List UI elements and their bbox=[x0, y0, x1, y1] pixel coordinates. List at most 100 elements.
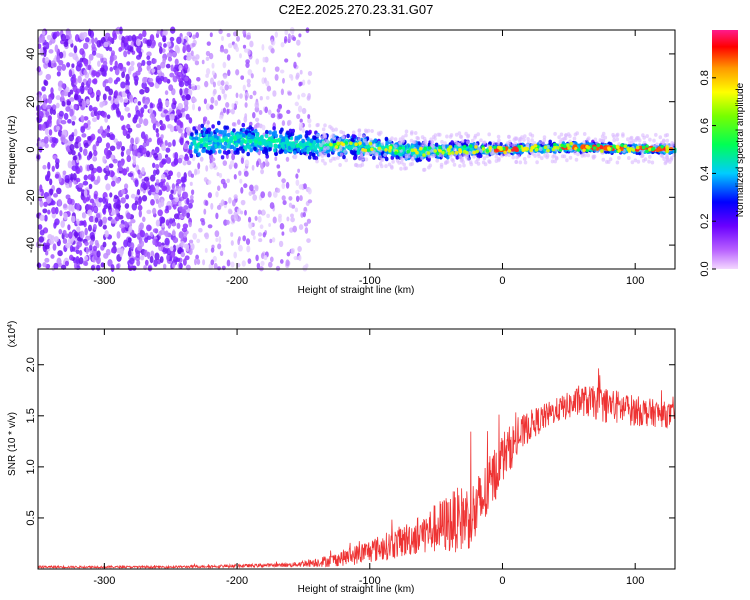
spectrogram-cell bbox=[289, 135, 294, 141]
snr-y-label: SNR (10 * v/v) bbox=[7, 412, 18, 476]
spectrogram-cell bbox=[66, 100, 72, 106]
spectrogram-cell bbox=[81, 82, 85, 88]
spectrogram-cell bbox=[210, 247, 215, 253]
spectrogram-cell bbox=[326, 139, 330, 144]
spectrogram-cell bbox=[102, 93, 107, 101]
spectrogram-cell bbox=[563, 144, 567, 149]
spectrogram-cell bbox=[637, 138, 642, 143]
spectrogram-cell bbox=[244, 139, 248, 144]
spectrogram-cell bbox=[176, 178, 182, 184]
spectrogram-cell bbox=[229, 160, 235, 167]
spectrogram-cell bbox=[306, 238, 311, 243]
spectrogram-cell bbox=[201, 148, 205, 153]
spectrogram-cell bbox=[91, 70, 98, 77]
spectrogram-cell bbox=[177, 188, 182, 195]
spectrogram-cell bbox=[220, 130, 224, 135]
spectrogram-cell bbox=[565, 158, 569, 163]
spectrogram-cell bbox=[270, 48, 275, 54]
spectrogram-cell bbox=[164, 247, 169, 254]
spectrogram-cell bbox=[254, 117, 260, 123]
spectrogram-cell bbox=[496, 145, 501, 150]
spectrogram-cell bbox=[87, 224, 93, 232]
spectrogram-cell bbox=[232, 128, 236, 133]
spectrogram-cell bbox=[42, 46, 47, 51]
spectrogram-cell bbox=[233, 194, 238, 199]
spectrogram-cell bbox=[217, 120, 221, 126]
spectrogram-cell bbox=[137, 243, 143, 252]
spectrogram-cell bbox=[42, 164, 47, 170]
spectrogram-cell bbox=[76, 226, 81, 233]
spectrogram-cell bbox=[288, 196, 293, 201]
spectrogram-cell bbox=[636, 159, 641, 164]
spectrogram-cell bbox=[309, 151, 313, 156]
spectrogram-cell bbox=[75, 203, 81, 211]
spectrogram-cell bbox=[270, 135, 274, 141]
spectrogram-cell bbox=[162, 29, 168, 36]
spectrogram-cell bbox=[213, 88, 217, 95]
spectrogram-cell bbox=[225, 219, 230, 225]
spectrogram-cell bbox=[266, 213, 270, 219]
spectrogram-cell bbox=[77, 94, 82, 103]
spectrogram-cell bbox=[205, 67, 211, 75]
spectrogram-cell bbox=[255, 254, 259, 262]
spectrogram-cell bbox=[601, 157, 606, 162]
spectrogram-cell bbox=[68, 134, 75, 142]
spectrogram-cell bbox=[110, 180, 116, 187]
spectrogram-cell bbox=[61, 63, 67, 71]
spectrogram-cell bbox=[526, 140, 531, 145]
spectrogram-cell bbox=[55, 102, 60, 109]
spectrogram-cell bbox=[233, 31, 238, 37]
spectrogram-cell bbox=[424, 142, 429, 147]
spectrogram-cell bbox=[329, 142, 333, 147]
spectrogram-cell bbox=[51, 142, 56, 148]
spectrogram-cell bbox=[283, 38, 287, 44]
spectrogram-cell bbox=[298, 142, 303, 147]
spectrogram-cell bbox=[143, 118, 149, 126]
spectrogram-cell bbox=[275, 265, 281, 272]
spectrogram-cell bbox=[246, 144, 250, 149]
spectrogram-cell bbox=[198, 132, 203, 138]
spectrogram-cell bbox=[482, 140, 486, 145]
colorbar-tick-label: 0.8 bbox=[699, 70, 711, 85]
spectrogram-cell bbox=[81, 133, 87, 138]
figure-title: C2E2.2025.270.23.31.G07 bbox=[279, 2, 434, 17]
spectrogram-cell bbox=[296, 113, 301, 120]
spectrogram-cell bbox=[642, 140, 647, 145]
spectrogram-cell bbox=[542, 135, 547, 140]
spectrogram-cell bbox=[67, 118, 72, 124]
spectrogram-cell bbox=[138, 117, 143, 125]
spectrogram-cell bbox=[366, 128, 371, 133]
spectrogram-cell bbox=[249, 121, 253, 127]
spectrogram-cell bbox=[60, 119, 67, 125]
spectrogram-cell bbox=[84, 37, 90, 43]
spectrogram-cell bbox=[205, 56, 210, 61]
spectrogram-cell bbox=[53, 236, 59, 243]
spectrogram-cell bbox=[207, 192, 213, 199]
spectrogram-cell bbox=[58, 175, 62, 183]
spectrogram-cell bbox=[129, 46, 134, 53]
spectrogram-cell bbox=[299, 69, 303, 75]
spectrogram-cell bbox=[89, 240, 94, 246]
spectrogram-cell bbox=[215, 237, 219, 243]
spectrogram-cell bbox=[102, 241, 107, 248]
spectrogram-cell bbox=[244, 130, 249, 135]
spectrogram-cell bbox=[105, 165, 110, 172]
spectrogram-cell bbox=[139, 89, 145, 95]
spectrogram-cell bbox=[106, 132, 111, 138]
spectrogram-cell bbox=[37, 140, 42, 148]
spectrogram-cell bbox=[139, 222, 144, 230]
spectrogram-cell bbox=[140, 107, 145, 114]
spectrogram-cell bbox=[416, 145, 420, 150]
spectrogram-cell bbox=[183, 243, 190, 249]
spectrogram-cell bbox=[109, 145, 116, 152]
spectrogram-cell bbox=[129, 65, 135, 72]
spectrogram-cell bbox=[182, 160, 187, 166]
spectrogram-cell bbox=[194, 129, 199, 134]
spectrogram-cell bbox=[321, 158, 325, 163]
spectrogram-cell bbox=[171, 183, 176, 190]
spectrogram-cell bbox=[182, 44, 188, 51]
spectrogram-cell bbox=[350, 137, 355, 143]
spectrogram-cell bbox=[277, 137, 281, 143]
spectrogram-cell bbox=[156, 132, 160, 138]
spectrogram-cell bbox=[361, 134, 366, 139]
